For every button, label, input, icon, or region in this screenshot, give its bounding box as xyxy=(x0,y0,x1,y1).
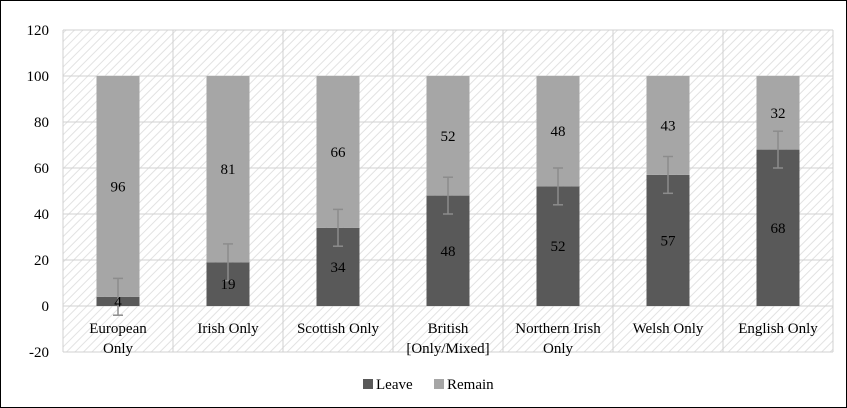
x-category-label: Welsh Only xyxy=(633,321,704,337)
x-category-label: English Only xyxy=(738,321,818,337)
bars xyxy=(96,76,800,306)
bar-leave xyxy=(536,186,580,306)
x-category-label-line: English Only xyxy=(738,321,818,337)
x-category-label-line: Scottish Only xyxy=(297,321,380,337)
data-labels: 4 96 19 81 34 66 48 52 52 48 57 43 68 32 xyxy=(111,106,786,311)
data-label-remain: 96 xyxy=(111,179,127,195)
data-label-remain: 32 xyxy=(771,106,786,122)
y-tick-label: 80 xyxy=(34,115,49,131)
bar-remain xyxy=(426,76,470,196)
data-label-remain: 43 xyxy=(661,118,676,134)
x-category-label-line: [Only/Mixed] xyxy=(406,341,489,357)
data-label-leave: 34 xyxy=(331,260,347,276)
x-category-label: Scottish Only xyxy=(297,321,380,337)
y-tick-label: 20 xyxy=(34,253,49,269)
data-label-remain: 52 xyxy=(441,129,456,145)
x-category-label: British [Only/Mixed] xyxy=(406,321,489,357)
x-category-label-line: Only xyxy=(103,341,134,357)
legend-label-leave: Leave xyxy=(376,377,413,393)
legend-swatch-leave xyxy=(363,379,373,389)
bar-remain xyxy=(96,76,140,297)
legend-label-remain: Remain xyxy=(447,377,494,393)
legend-swatch-remain xyxy=(434,379,444,389)
x-category-label: Irish Only xyxy=(197,321,259,337)
y-tick-label: 100 xyxy=(27,69,50,85)
data-label-leave: 52 xyxy=(551,239,566,255)
data-label-leave: 68 xyxy=(771,221,786,237)
x-category-label-line: Irish Only xyxy=(197,321,259,337)
x-category-label-line: European xyxy=(89,321,147,337)
bar-remain xyxy=(316,76,360,228)
bar-leave xyxy=(756,149,800,306)
data-label-remain: 66 xyxy=(331,145,347,161)
data-label-leave: 48 xyxy=(441,244,456,260)
y-tick-label: 60 xyxy=(34,161,49,177)
data-label-leave: 4 xyxy=(114,294,122,310)
x-category-label-line: Welsh Only xyxy=(633,321,704,337)
bar-remain xyxy=(206,76,250,263)
error-bars xyxy=(113,130,783,316)
y-tick-label: -20 xyxy=(29,345,49,361)
data-label-leave: 57 xyxy=(661,233,677,249)
x-category-label: European Only xyxy=(89,321,147,357)
axes: -20 0 20 40 60 80 100 120 European Only Irish Only… xyxy=(27,23,819,361)
x-category-label-line: British xyxy=(428,321,469,337)
x-category-label: Northern Irish Only xyxy=(515,321,601,357)
legend: Leave Remain xyxy=(363,377,494,393)
y-tick-label: 120 xyxy=(27,23,50,39)
bar-leave xyxy=(646,174,690,306)
x-category-label-line: Only xyxy=(543,341,574,357)
data-label-remain: 81 xyxy=(221,162,236,178)
x-category-label-line: Northern Irish xyxy=(515,321,601,337)
y-tick-label: 40 xyxy=(34,207,49,223)
data-label-remain: 48 xyxy=(551,124,566,140)
y-tick-label: 0 xyxy=(42,299,50,315)
data-label-leave: 19 xyxy=(221,277,236,293)
